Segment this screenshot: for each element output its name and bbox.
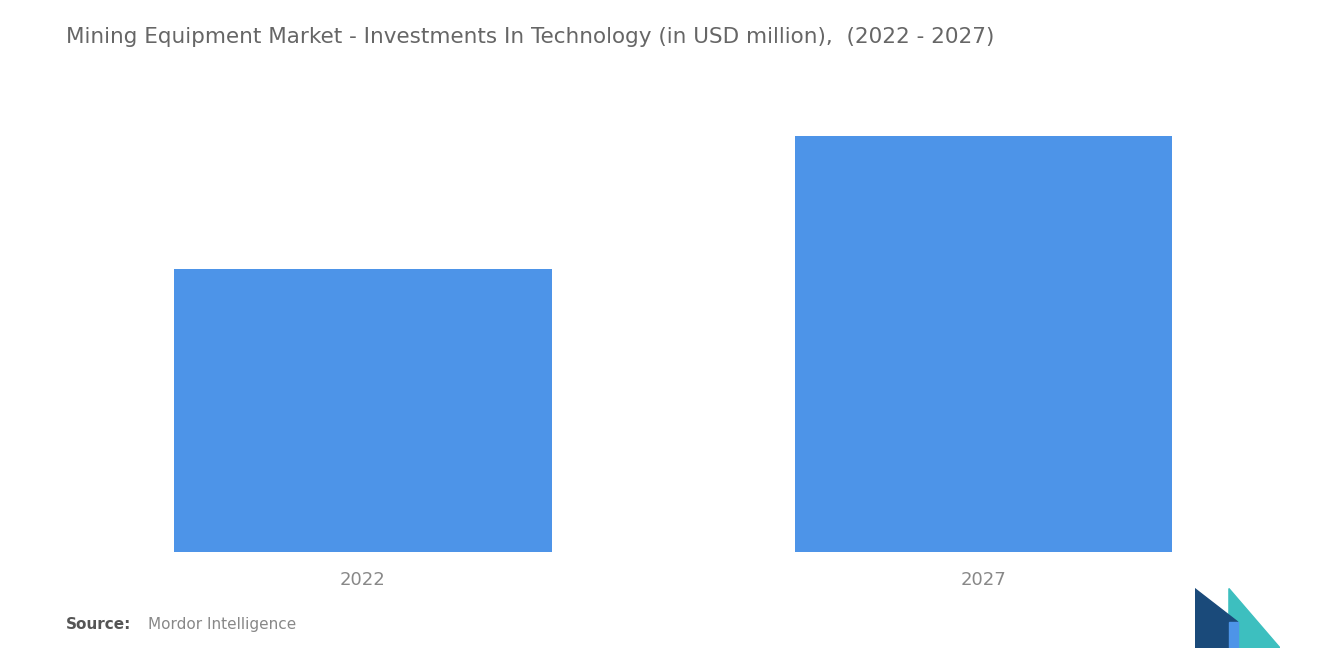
Bar [174,269,552,552]
Polygon shape [1195,589,1238,648]
Polygon shape [1229,589,1280,648]
Text: Source:: Source: [66,616,132,632]
Text: Mordor Intelligence: Mordor Intelligence [148,616,296,632]
Text: Mining Equipment Market - Investments In Technology (in USD million),  (2022 - 2: Mining Equipment Market - Investments In… [66,27,994,47]
Bar [795,136,1172,552]
Polygon shape [1229,622,1238,648]
